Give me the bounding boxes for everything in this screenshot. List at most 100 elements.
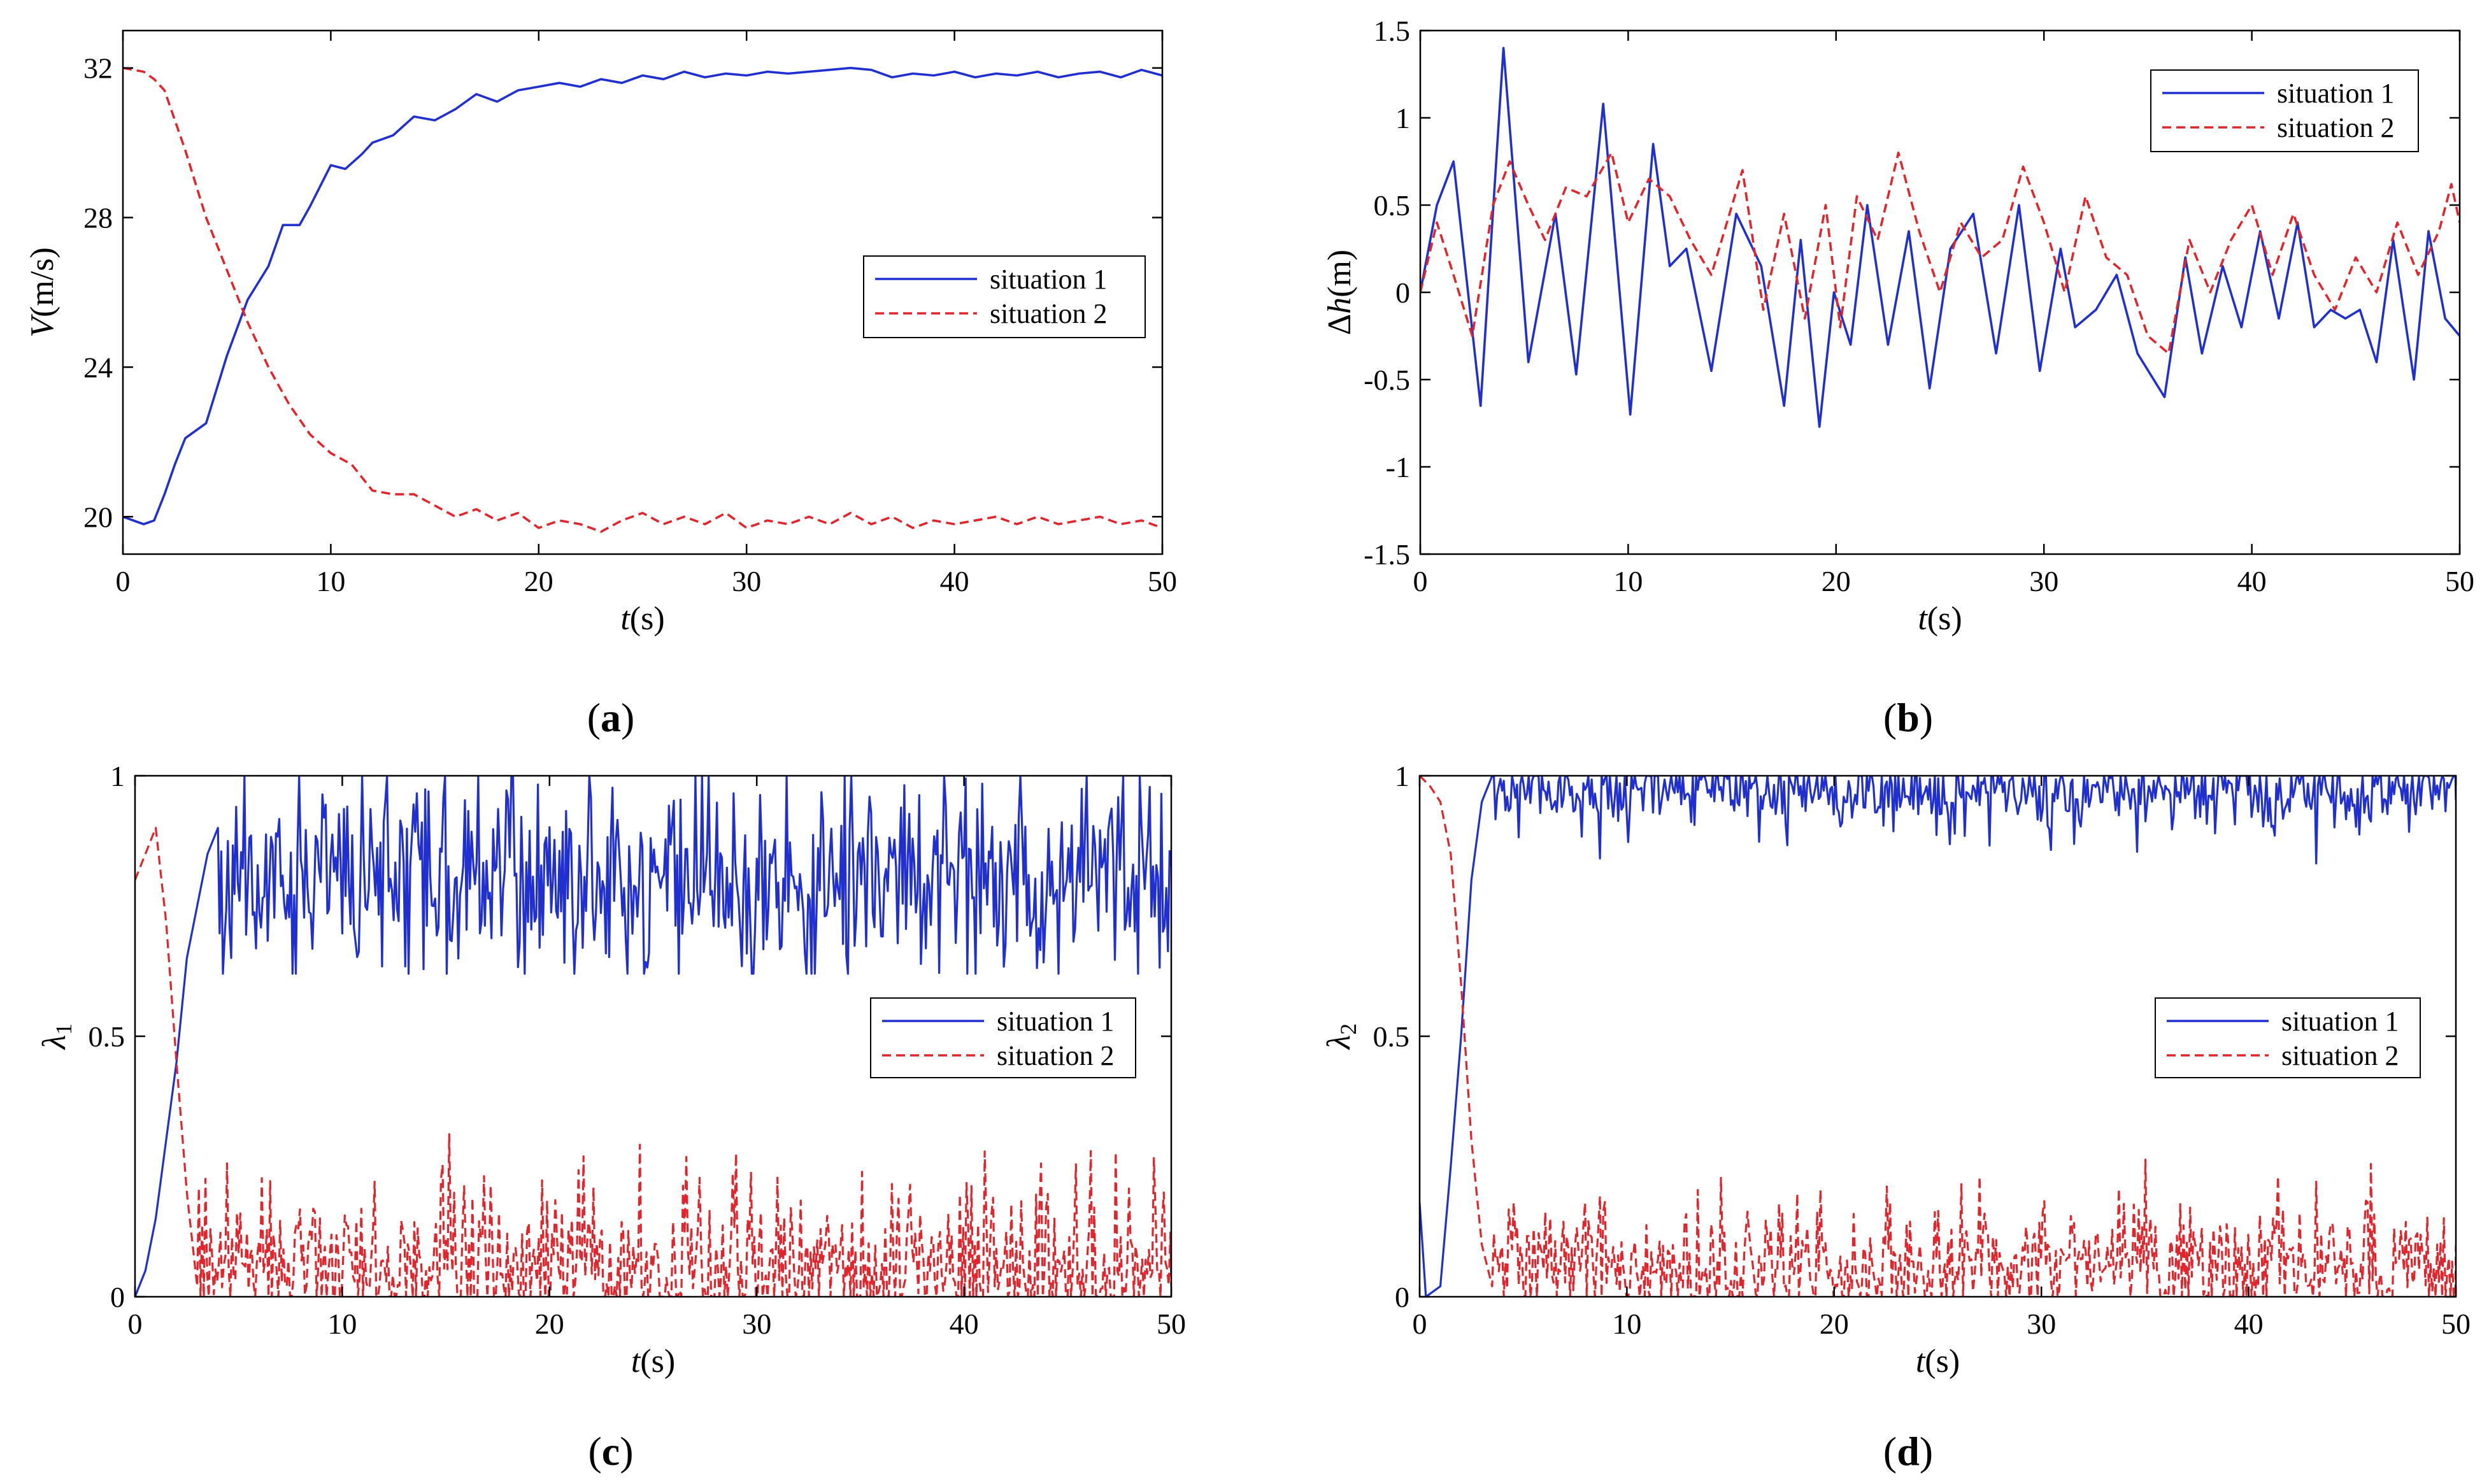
y-tick-label: 0 — [1395, 1281, 1409, 1313]
series-group — [1420, 776, 2456, 1297]
panel-b: 0 10 20 30 40 50 -1.5 -1 -0.5 0 0.5 1 1.5 t(s) Δh(m) si… — [1322, 15, 2474, 740]
y-tick-label: 0 — [1395, 276, 1410, 309]
caption-open: ( — [1883, 695, 1897, 740]
caption-close: ) — [1920, 695, 1933, 740]
series-line-1 — [123, 66, 1162, 525]
y-tick-label: 0.5 — [1374, 189, 1411, 222]
x-axis-label-var: t — [631, 1343, 641, 1380]
x-tick-label: 0 — [116, 565, 131, 597]
series-line-2 — [123, 66, 1162, 533]
panel-d: 0 10 20 30 40 50 0 0.5 1 t(s) λ2 situation 1situati… — [1321, 760, 2471, 1474]
x-tick-label: 30 — [742, 1308, 771, 1340]
y-axis-label-subscript: 2 — [1336, 1024, 1361, 1035]
x-tick-label: 10 — [316, 565, 345, 597]
panel-a: 0 10 20 30 40 50 20 24 28 32 t(s) V(m/s) situation 1… — [24, 29, 1177, 740]
y-tick-label: 20 — [83, 501, 113, 533]
series-line-1 — [1420, 46, 2460, 428]
x-tick-label: 10 — [327, 1308, 357, 1340]
caption-close: ) — [621, 695, 634, 740]
panel-caption: (b) — [1883, 695, 1933, 740]
y-axis-label-var: λ — [1321, 1035, 1357, 1051]
x-tick-label: 50 — [2445, 565, 2474, 597]
x-tick-label: 50 — [1148, 565, 1177, 597]
x-axis-label: t(s) — [620, 601, 664, 637]
x-tick-label: 40 — [940, 565, 969, 597]
caption-letter: c — [602, 1429, 620, 1474]
legend-box — [2155, 997, 2421, 1078]
y-axis-label: λ2 — [1321, 1024, 1361, 1051]
y-tick-label: 1 — [110, 760, 125, 792]
x-tick-label: 20 — [524, 565, 553, 597]
x-tick-label: 20 — [1820, 1308, 1849, 1340]
y-axis-label-var: λ — [36, 1035, 73, 1051]
series-line-2 — [1420, 776, 2456, 1297]
y-tick-label: 1 — [1395, 760, 1409, 792]
x-axis-label: t(s) — [1916, 1343, 1960, 1380]
caption-close: ) — [1920, 1429, 1933, 1474]
y-axis-label: V(m/s) — [24, 247, 61, 338]
series-line-2 — [1420, 152, 2460, 355]
legend-label-1: situation 1 — [990, 264, 1108, 295]
y-tick-label: -0.5 — [1364, 364, 1410, 396]
panel-caption: (d) — [1883, 1429, 1933, 1474]
y-tick-label: 0.5 — [1373, 1020, 1410, 1053]
legend-label-2: situation 2 — [2277, 112, 2395, 143]
x-axis-label-var: t — [1916, 1343, 1926, 1380]
caption-letter: d — [1897, 1429, 1920, 1474]
axes-frame — [122, 29, 1164, 555]
y-tick-label: 1.5 — [1374, 15, 1411, 47]
x-tick-label: 0 — [1413, 1308, 1427, 1340]
y-tick-label: 0.5 — [89, 1020, 125, 1053]
legend-label-1: situation 1 — [997, 1006, 1115, 1037]
x-tick-label: 0 — [128, 1308, 143, 1340]
legend-label-2: situation 2 — [2281, 1040, 2399, 1071]
legend-label-1: situation 1 — [2281, 1006, 2399, 1037]
y-axis-label-unit: (m/s) — [24, 247, 61, 317]
x-tick-label: 40 — [950, 1308, 979, 1340]
caption-open: ( — [587, 695, 601, 740]
x-axis-label: t(s) — [1918, 601, 1962, 637]
y-axis-label: λ1 — [36, 1024, 76, 1051]
y-axis-label-var: V — [24, 314, 61, 338]
legend-box — [870, 997, 1136, 1078]
legend-box — [2150, 69, 2419, 152]
series-line-1 — [1420, 776, 2456, 1297]
y-axis-label-var: h — [1322, 297, 1358, 314]
x-tick-label: 20 — [535, 1308, 564, 1340]
x-tick-label: 50 — [2441, 1308, 2471, 1340]
x-tick-label: 10 — [1612, 1308, 1641, 1340]
x-tick-label: 30 — [2027, 1308, 2056, 1340]
caption-letter: b — [1897, 695, 1920, 740]
x-tick-label: 40 — [2234, 1308, 2264, 1340]
x-tick-label: 30 — [2029, 565, 2058, 597]
x-tick-label: 40 — [2237, 565, 2267, 597]
caption-open: ( — [1883, 1429, 1897, 1474]
y-axis-label-subscript: 1 — [51, 1024, 76, 1035]
legend-box — [863, 255, 1146, 338]
y-tick-label: 32 — [83, 52, 113, 85]
legend-label-2: situation 2 — [990, 298, 1108, 329]
x-axis-label-var: t — [1918, 601, 1928, 637]
caption-letter: a — [601, 695, 621, 740]
x-axis-label-unit: (s) — [1927, 601, 1962, 637]
series-group — [123, 66, 1162, 533]
x-tick-label: 20 — [1822, 565, 1851, 597]
y-tick-label: 24 — [83, 351, 113, 383]
y-axis-label-prefix: Δ — [1322, 314, 1358, 335]
x-tick-label: 10 — [1613, 565, 1643, 597]
panel-caption: (c) — [588, 1429, 633, 1474]
x-tick-label: 30 — [732, 565, 761, 597]
x-axis-label-unit: (s) — [640, 1343, 675, 1380]
legend-label-2: situation 2 — [997, 1040, 1115, 1071]
y-tick-label: 1 — [1395, 102, 1410, 134]
x-axis-label-unit: (s) — [630, 601, 665, 637]
y-axis-label: Δh(m) — [1322, 250, 1358, 336]
y-tick-label: 28 — [83, 202, 113, 234]
x-axis-label-unit: (s) — [1925, 1343, 1960, 1380]
